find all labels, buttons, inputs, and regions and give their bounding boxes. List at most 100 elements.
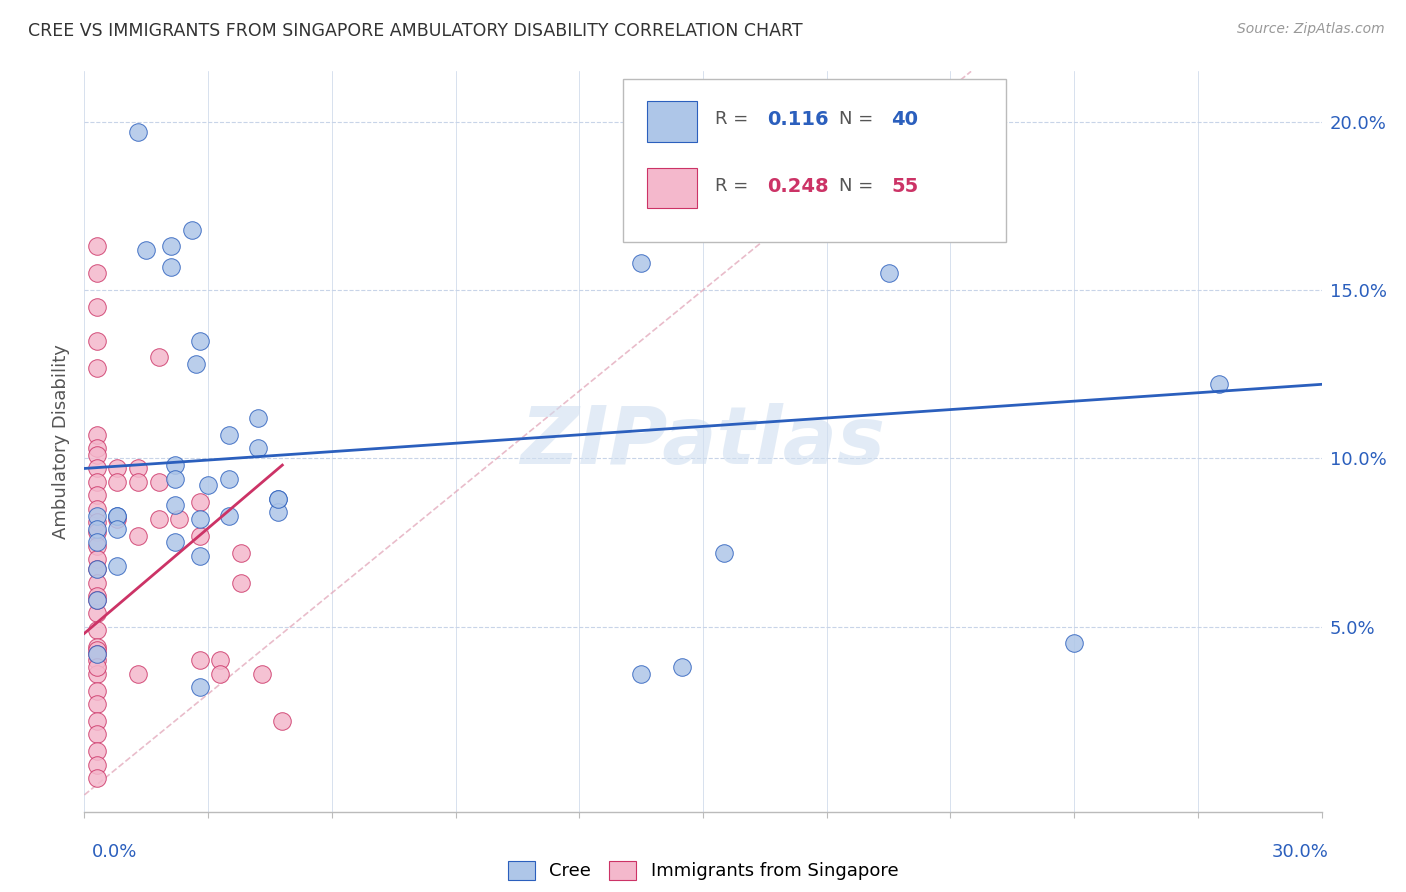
Point [105, 508, 128, 523]
Point [229, 545, 252, 560]
Text: 30.0%: 30.0% [1272, 843, 1329, 861]
Point [86, 771, 108, 785]
Point [86, 539, 108, 553]
Point [127, 125, 149, 139]
Point [86, 647, 108, 661]
Point [86, 461, 108, 475]
Point [105, 475, 128, 489]
Point [86, 744, 108, 758]
Text: CREE VS IMMIGRANTS FROM SINGAPORE AMBULATORY DISABILITY CORRELATION CHART: CREE VS IMMIGRANTS FROM SINGAPORE AMBULA… [28, 22, 803, 40]
Point [86, 300, 108, 314]
Point [188, 529, 211, 543]
Point [713, 545, 735, 560]
Point [229, 575, 252, 590]
Point [148, 512, 170, 526]
Text: 0.0%: 0.0% [91, 843, 136, 861]
Point [180, 222, 202, 236]
Point [165, 535, 187, 549]
FancyBboxPatch shape [647, 168, 697, 209]
Point [167, 512, 190, 526]
Legend: Cree, Immigrants from Singapore: Cree, Immigrants from Singapore [508, 861, 898, 880]
Point [246, 411, 269, 425]
Point [86, 623, 108, 637]
Point [246, 442, 269, 456]
Point [86, 757, 108, 772]
Point [86, 592, 108, 607]
Point [86, 660, 108, 674]
Point [209, 666, 232, 681]
Point [86, 727, 108, 741]
Point [127, 529, 149, 543]
Point [86, 562, 108, 576]
Text: N =: N = [839, 111, 879, 128]
Point [86, 697, 108, 711]
FancyBboxPatch shape [623, 78, 1007, 242]
Point [86, 488, 108, 502]
Point [105, 522, 128, 536]
Text: Source: ZipAtlas.com: Source: ZipAtlas.com [1237, 22, 1385, 37]
Point [86, 562, 108, 576]
Point [86, 239, 108, 253]
Text: R =: R = [716, 178, 755, 195]
Point [197, 478, 219, 492]
Point [148, 351, 170, 365]
Point [135, 243, 157, 257]
Point [105, 508, 128, 523]
Point [188, 549, 211, 563]
Point [271, 714, 294, 728]
Point [86, 647, 108, 661]
Point [1063, 636, 1085, 650]
Point [671, 660, 693, 674]
Point [218, 427, 240, 442]
Point [218, 471, 240, 485]
Text: N =: N = [839, 178, 879, 195]
Point [86, 475, 108, 489]
Point [630, 666, 652, 681]
Text: ZIPatlas: ZIPatlas [520, 402, 886, 481]
Point [127, 461, 149, 475]
Point [86, 640, 108, 654]
Point [86, 535, 108, 549]
Point [86, 334, 108, 348]
Point [86, 653, 108, 667]
Point [630, 256, 652, 270]
Point [188, 512, 211, 526]
Point [86, 525, 108, 540]
Point [165, 471, 187, 485]
Point [188, 495, 211, 509]
Point [160, 239, 183, 253]
Point [86, 508, 108, 523]
Text: 0.248: 0.248 [768, 177, 830, 195]
Point [86, 575, 108, 590]
Point [86, 266, 108, 280]
Point [160, 260, 183, 274]
Point [105, 461, 128, 475]
Point [188, 334, 211, 348]
Text: 0.116: 0.116 [768, 110, 830, 129]
Text: R =: R = [716, 111, 755, 128]
Point [267, 491, 290, 506]
Point [250, 666, 273, 681]
Point [105, 559, 128, 574]
Point [127, 475, 149, 489]
Point [86, 427, 108, 442]
Point [86, 442, 108, 456]
Point [86, 590, 108, 604]
Point [267, 505, 290, 519]
Point [267, 491, 290, 506]
Point [218, 508, 240, 523]
Point [86, 592, 108, 607]
Point [165, 458, 187, 472]
Point [105, 512, 128, 526]
Point [877, 266, 900, 280]
Point [86, 714, 108, 728]
Point [86, 666, 108, 681]
Point [86, 448, 108, 462]
Point [86, 683, 108, 698]
Point [86, 552, 108, 566]
Point [188, 653, 211, 667]
Point [86, 606, 108, 620]
Point [86, 516, 108, 530]
Point [148, 475, 170, 489]
Point [86, 643, 108, 657]
